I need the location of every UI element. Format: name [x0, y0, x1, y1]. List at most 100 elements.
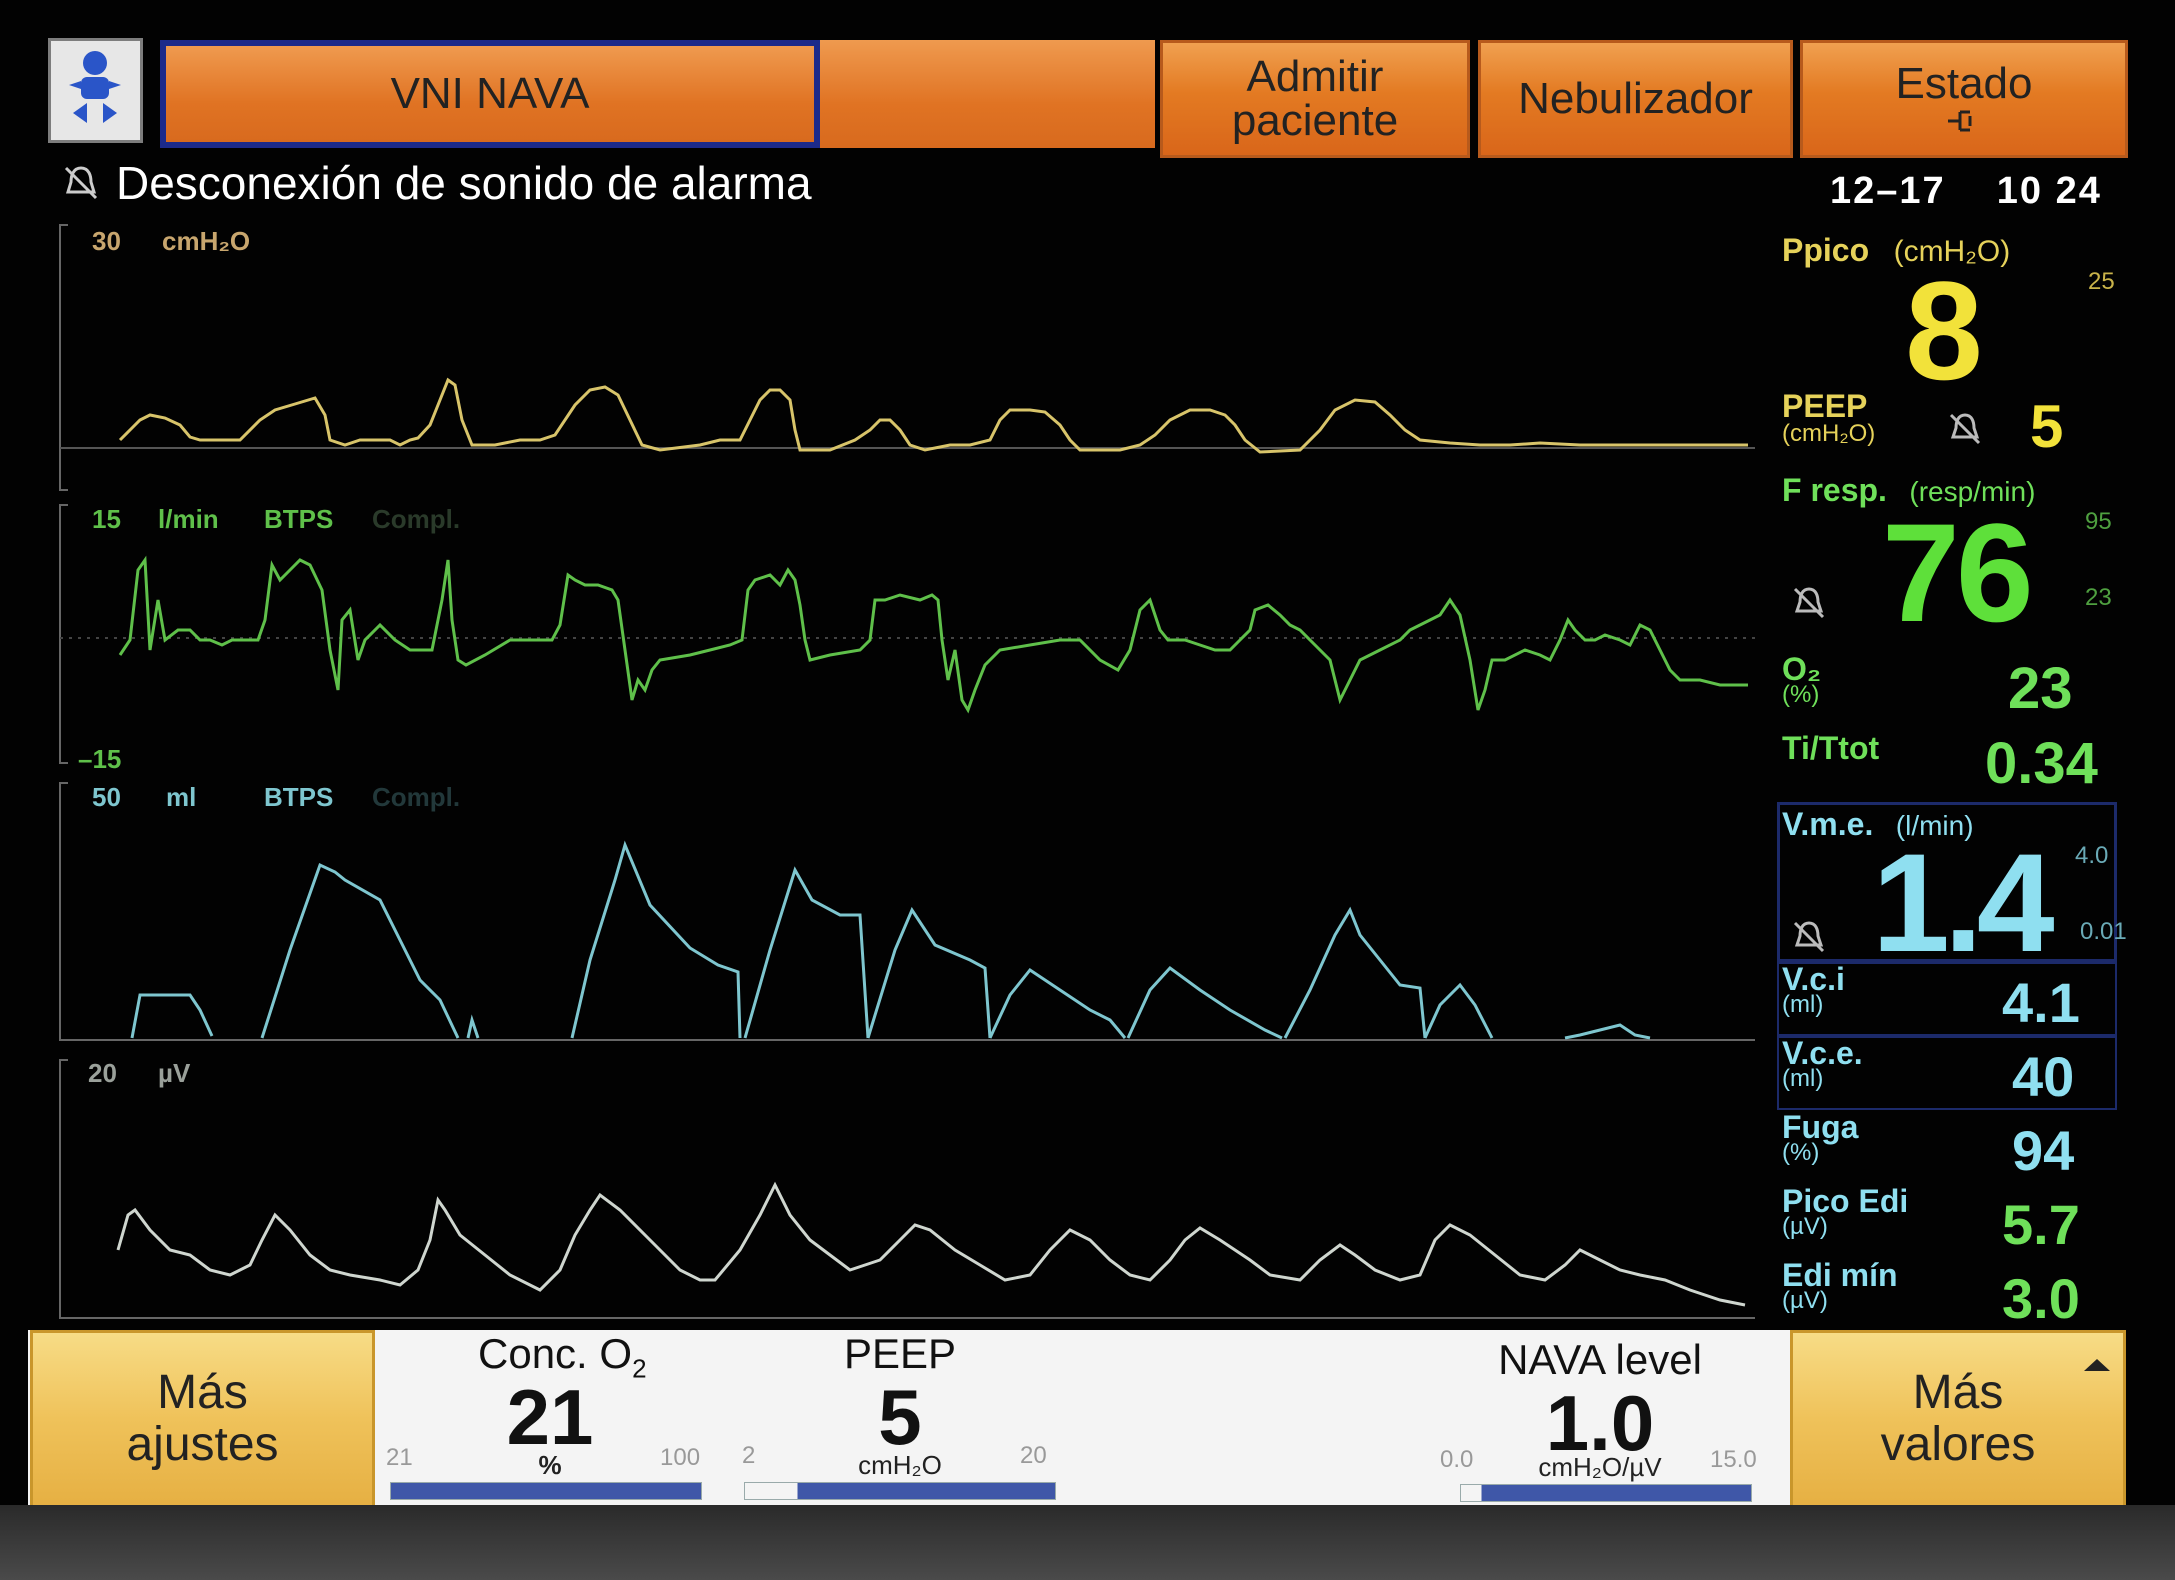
o2-control-title-main: Conc. O [478, 1330, 633, 1377]
vce-unit: (ml) [1782, 1065, 1824, 1092]
o2-label: O₂ [1782, 651, 1822, 687]
peep-unit: (cmH₂O) [1782, 420, 1876, 447]
infant-icon [69, 51, 121, 123]
peep-control-value: 5 [878, 1373, 922, 1461]
peep-control-unit: cmH₂O [858, 1450, 942, 1480]
pressure-panel: 30 cmH₂O [59, 224, 1755, 491]
fuga-unit: (%) [1782, 1139, 1820, 1166]
fresp-value: 76 [1882, 494, 2034, 651]
volume-scale-max: 50 [92, 782, 121, 812]
patient-category-button[interactable] [48, 38, 143, 143]
titot-label: Ti/Ttot [1782, 730, 1880, 766]
flow-waveform [118, 555, 1748, 714]
volume-extra: Compl. [372, 782, 460, 812]
o2-control-slider[interactable] [390, 1482, 702, 1500]
date-time: 12–17 10 24 [1830, 170, 2102, 213]
flow-scale-min: –15 [78, 744, 121, 774]
ppico-limit-hi: 25 [2088, 268, 2115, 295]
status-button[interactable]: Estado [1800, 40, 2128, 158]
ppico-value: 8 [1905, 252, 1983, 409]
o2-control-unit: % [538, 1450, 562, 1480]
edimin-label: Edi mín [1782, 1257, 1898, 1293]
ventilation-mode-button[interactable]: VNI NAVA [160, 40, 820, 148]
waveform-area: 30 cmH₂O 15 l/min BTPS Compl. –15 50 ml … [59, 224, 1755, 1319]
nava-control-slider[interactable] [1460, 1484, 1752, 1502]
fuga-value: 94 [2012, 1119, 2075, 1182]
ppico-unit: (cmH₂O) [1893, 235, 2011, 268]
picoedi-label: Pico Edi [1782, 1183, 1909, 1219]
vme-limit-hi: 4.0 [2075, 842, 2109, 869]
vme-limit-lo: 0.01 [2080, 918, 2127, 945]
more-settings-label: Más ajustes [126, 1366, 279, 1471]
nebulizer-label: Nebulizador [1518, 74, 1753, 123]
time: 10 24 [1996, 170, 2102, 212]
alarm-status-line: Desconexión de sonido de alarma [60, 157, 812, 209]
peep-label: PEEP [1782, 388, 1868, 424]
ppico-label: Ppico [1782, 232, 1870, 268]
fresp-limit-lo: 23 [2085, 584, 2112, 611]
nava-level-control[interactable]: NAVA level 1.0 cmH₂O/µV 0.0 15.0 [1440, 1330, 1760, 1506]
o2-control[interactable]: Conc. O2 21 % 21 100 [380, 1330, 720, 1506]
monitor-bezel-bottom [0, 1505, 2175, 1580]
ventilation-mode-label: VNI NAVA [390, 69, 590, 118]
collapse-arrow-icon[interactable] [2082, 1355, 2112, 1375]
peep-value: 5 [2030, 393, 2064, 460]
fresp-alarm-silenced-icon [1793, 587, 1825, 619]
flow-mode: BTPS [264, 504, 333, 534]
more-settings-button[interactable]: Más ajustes [30, 1330, 375, 1508]
peep-control-title: PEEP [843, 1330, 957, 1377]
vce-label: V.c.e. [1782, 1035, 1863, 1071]
fresp-label: F resp. [1782, 472, 1887, 508]
peep-control-max: 20 [1020, 1442, 1047, 1469]
vci-box [1777, 962, 2117, 1036]
o2-control-value: 21 [506, 1373, 594, 1461]
pressure-scale-max: 30 [92, 226, 121, 256]
fuga-block: Fuga (%) [1782, 1111, 1858, 1166]
peep-control-slider[interactable] [744, 1482, 1056, 1500]
vci-block: V.c.i (ml) [1782, 961, 1845, 1018]
edimin-value: 3.0 [2002, 1267, 2080, 1330]
peep-control[interactable]: PEEP 5 cmH₂O 2 20 [740, 1330, 1060, 1506]
pressure-unit: cmH₂O [162, 226, 250, 256]
o2-block: O₂ (%) [1782, 651, 1822, 708]
admit-patient-button[interactable]: Admitir paciente [1160, 40, 1470, 158]
alarm-status-text: Desconexión de sonido de alarma [116, 157, 812, 209]
o2-value: 23 [2008, 656, 2073, 721]
date: 12–17 [1830, 170, 1946, 212]
nebulizer-button[interactable]: Nebulizador [1478, 40, 1793, 158]
ppico-block: Ppico (cmH₂O) [1782, 232, 2010, 269]
vce-box [1777, 1036, 2117, 1110]
vme-value: 1.4 [1872, 824, 2055, 981]
vce-block: V.c.e. (ml) [1782, 1035, 1863, 1092]
volume-unit: ml [166, 782, 196, 812]
vme-box [1777, 802, 2117, 962]
peep-alarm-silenced-icon [1949, 413, 1981, 445]
edi-unit: µV [158, 1058, 191, 1088]
o2-control-max: 100 [660, 1444, 701, 1471]
status-label: Estado [1895, 59, 2033, 108]
o2-control-min: 21 [386, 1444, 413, 1471]
peep-block: PEEP (cmH₂O) [1782, 388, 1876, 448]
admit-patient-label: Admitir paciente [1231, 52, 1399, 145]
more-values-button[interactable]: Más valores [1790, 1330, 2126, 1508]
titot-value: 0.34 [1985, 731, 2098, 796]
peep-control-min: 2 [742, 1442, 756, 1469]
settings-bar [28, 1330, 2126, 1510]
picoedi-unit: (µV) [1782, 1213, 1828, 1240]
o2-control-title-sub: 2 [632, 1353, 647, 1384]
edimin-unit: (µV) [1782, 1287, 1828, 1314]
vce-value: 40 [2012, 1045, 2075, 1108]
vme-block: V.m.e. (l/min) [1782, 806, 1974, 843]
volume-mode: BTPS [264, 782, 333, 812]
nava-control-unit: cmH₂O/µV [1538, 1452, 1662, 1482]
nava-control-title: NAVA level [1498, 1336, 1702, 1383]
flow-scale-max: 15 [92, 504, 121, 534]
picoedi-value: 5.7 [2002, 1193, 2080, 1256]
edi-waveform [116, 1181, 1746, 1307]
vci-unit: (ml) [1782, 991, 1824, 1018]
vci-label: V.c.i [1782, 961, 1845, 997]
alarm-silenced-icon [64, 166, 98, 200]
edi-scale-max: 20 [88, 1058, 117, 1088]
fresp-block: F resp. (resp/min) [1782, 472, 2035, 509]
